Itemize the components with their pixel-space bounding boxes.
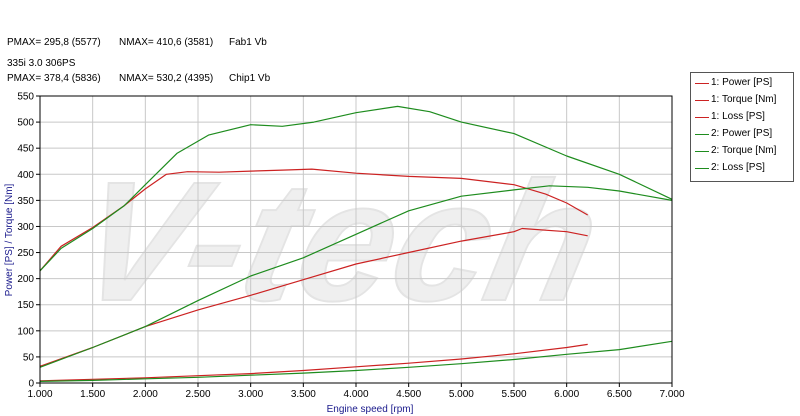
y-tick-label: 300 — [17, 222, 34, 233]
x-axis-label: Engine speed [rpm] — [327, 404, 414, 415]
x-tick-label: 4.500 — [396, 389, 421, 400]
legend-swatch — [695, 134, 709, 135]
legend-item: 1: Torque [Nm] — [691, 94, 791, 106]
y-tick-label: 100 — [17, 326, 34, 337]
y-tick-label: 550 — [17, 92, 34, 103]
legend-swatch — [695, 83, 709, 84]
y-tick-label: 350 — [17, 196, 34, 207]
legend-label: 2: Torque [Nm] — [711, 145, 777, 156]
x-tick-label: 7.000 — [659, 389, 684, 400]
x-tick-label: 2.000 — [133, 389, 158, 400]
legend-item: 2: Power [PS] — [691, 128, 791, 140]
legend-item: 2: Loss [PS] — [691, 162, 791, 174]
run-name: Chip1 Vb — [229, 73, 271, 84]
series-group — [39, 105, 673, 382]
legend-label: 2: Loss [PS] — [711, 162, 765, 173]
header-row-2: PMAX= 378,4 (5836) NMAX= 530,2 (4395) Chip… — [7, 73, 270, 85]
series-line-4 — [39, 185, 673, 368]
series-line-5 — [39, 105, 673, 272]
x-tick-label: 5.000 — [449, 389, 474, 400]
series-line-6 — [39, 340, 673, 382]
vehicle-subtitle: 335i 3.0 306PS — [7, 58, 76, 69]
legend-label: 1: Torque [Nm] — [711, 94, 777, 105]
legend-label: 2: Power [PS] — [711, 128, 773, 139]
y-tick-label: 500 — [17, 118, 34, 129]
legend-item: 1: Loss [PS] — [691, 111, 791, 123]
legend-swatch — [695, 117, 709, 118]
y-axis-label: Power [PS] / Torque [Nm] — [4, 183, 15, 296]
legend-swatch — [695, 151, 709, 152]
x-tick-label: 1.000 — [27, 389, 52, 400]
x-tick-label: 3.000 — [238, 389, 263, 400]
y-tick-label: 200 — [17, 274, 34, 285]
x-tick-label: 6.000 — [554, 389, 579, 400]
series-line-3 — [39, 343, 588, 382]
x-tick-label: 3.500 — [291, 389, 316, 400]
x-tick-label: 4.000 — [343, 389, 368, 400]
y-tick-label: 250 — [17, 248, 34, 259]
x-tick-label: 2.500 — [185, 389, 210, 400]
pmax-value: PMAX= 378,4 (5836) — [7, 73, 101, 84]
nmax-value: NMAX= 530,2 (4395) — [119, 73, 214, 84]
legend-swatch — [695, 100, 709, 101]
pmax-nmax-header: PMAX= 295,8 (5577) NMAX= 410,6 (3581) Fab1… — [7, 13, 270, 97]
y-tick-label: 400 — [17, 170, 34, 181]
x-tick-label: 6.500 — [607, 389, 632, 400]
chart-legend: 1: Power [PS] 1: Torque [Nm] 1: Loss [PS] 2… — [690, 72, 794, 182]
run-name: Fab1 Vb — [229, 37, 267, 48]
y-tick-label: 0 — [28, 379, 34, 390]
x-tick-label: 5.500 — [501, 389, 526, 400]
plot-frame — [39, 95, 673, 384]
axes: 1.000 1.500 2.000 2.500 3.000 3.500 4.000 4.500… — [17, 92, 685, 401]
legend-swatch — [695, 168, 709, 169]
y-tick-label: 50 — [23, 352, 35, 363]
legend-label: 1: Loss [PS] — [711, 111, 765, 122]
legend-item: 1: Power [PS] — [691, 77, 791, 89]
y-tick-label: 450 — [17, 144, 34, 155]
header-row-1: PMAX= 295,8 (5577) NMAX= 410,6 (3581) Fab1… — [7, 37, 270, 49]
nmax-value: NMAX= 410,6 (3581) — [119, 37, 214, 48]
legend-label: 1: Power [PS] — [711, 77, 773, 88]
legend-item: 2: Torque [Nm] — [691, 145, 791, 157]
y-tick-label: 150 — [17, 300, 34, 311]
pmax-value: PMAX= 295,8 (5577) — [7, 37, 101, 48]
x-tick-label: 1.500 — [80, 389, 105, 400]
